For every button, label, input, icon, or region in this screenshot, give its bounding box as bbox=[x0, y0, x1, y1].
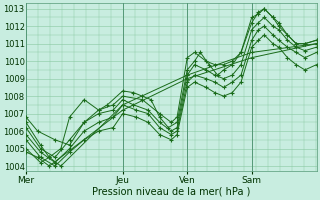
X-axis label: Pression niveau de la mer( hPa ): Pression niveau de la mer( hPa ) bbox=[92, 187, 251, 197]
